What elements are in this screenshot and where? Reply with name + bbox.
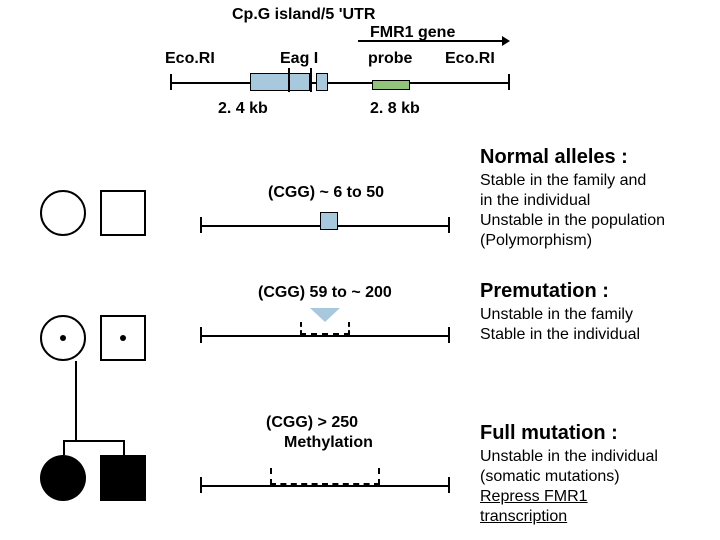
ecor1-right-label: Eco.RI	[445, 50, 495, 68]
pedigree-circle-dot	[60, 335, 66, 341]
eag1-tick-1b	[288, 68, 290, 92]
cpg-box-1	[250, 73, 310, 91]
normal-body-2: in the individual	[480, 192, 590, 210]
cpg-title: Cp.G island/5 'UTR	[232, 6, 375, 24]
pedigree-filled-square	[100, 455, 146, 501]
pedigree-filled-circle	[40, 455, 86, 501]
ped-tree-drop-r	[123, 440, 125, 455]
probe-box	[372, 80, 410, 90]
normal-heading: Normal alleles :	[480, 146, 628, 169]
fullmut-ul-2: transcription	[480, 508, 567, 526]
premut-tick-l	[200, 327, 202, 343]
gene-arrow	[358, 40, 502, 42]
normal-tick-r	[448, 217, 450, 233]
normal-body-4: (Polymorphism)	[480, 232, 592, 250]
premut-dashed	[300, 322, 350, 335]
right-kb-label: 2. 8 kb	[370, 100, 420, 118]
pedigree-square-dot	[120, 335, 126, 341]
ecor1-left-label: Eco.RI	[165, 50, 215, 68]
fullmut-ul-1: Repress FMR1	[480, 488, 588, 506]
ecor1-right-tick	[508, 74, 510, 90]
fullmut-tick-l	[200, 477, 202, 493]
normal-body-3: Unstable in the population	[480, 212, 665, 230]
premut-heading: Premutation :	[480, 280, 609, 303]
ped-tree-hbar	[63, 440, 125, 442]
fullmut-body-2: (somatic mutations)	[480, 468, 620, 486]
eag1-tick-2b	[310, 68, 312, 92]
premut-body-1: Unstable in the family	[480, 306, 633, 324]
fullmut-line	[200, 485, 450, 487]
fullmut-heading: Full mutation :	[480, 422, 618, 445]
cgg-fullmut-label-2: Methylation	[284, 434, 373, 452]
premut-line	[200, 335, 450, 337]
ped-tree-drop-l	[63, 440, 65, 455]
fullmut-dashed	[270, 468, 380, 485]
fullmut-body-1: Unstable in the individual	[480, 448, 658, 466]
pedigree-open-square	[100, 190, 146, 236]
cgg-fullmut-label-1: (CGG) > 250	[266, 414, 358, 432]
cgg-normal-label: (CGG) ~ 6 to 50	[268, 184, 384, 202]
eag1-label: Eag I	[280, 50, 318, 68]
restriction-map-line	[170, 82, 510, 84]
normal-body-1: Stable in the family and	[480, 172, 646, 190]
cgg-premut-label: (CGG) 59 to ~ 200	[258, 284, 392, 302]
fullmut-tick-r	[448, 477, 450, 493]
premut-tick-r	[448, 327, 450, 343]
normal-repeat-box	[320, 212, 338, 230]
pedigree-open-circle	[40, 190, 86, 236]
cpg-box-2	[316, 73, 328, 91]
ped-tree-stem	[75, 361, 77, 440]
left-kb-label: 2. 4 kb	[218, 100, 268, 118]
ecor1-left-tick	[170, 74, 172, 90]
premut-triangle	[310, 308, 340, 322]
premut-body-2: Stable in the individual	[480, 326, 640, 344]
normal-tick-l	[200, 217, 202, 233]
probe-label: probe	[368, 50, 412, 68]
